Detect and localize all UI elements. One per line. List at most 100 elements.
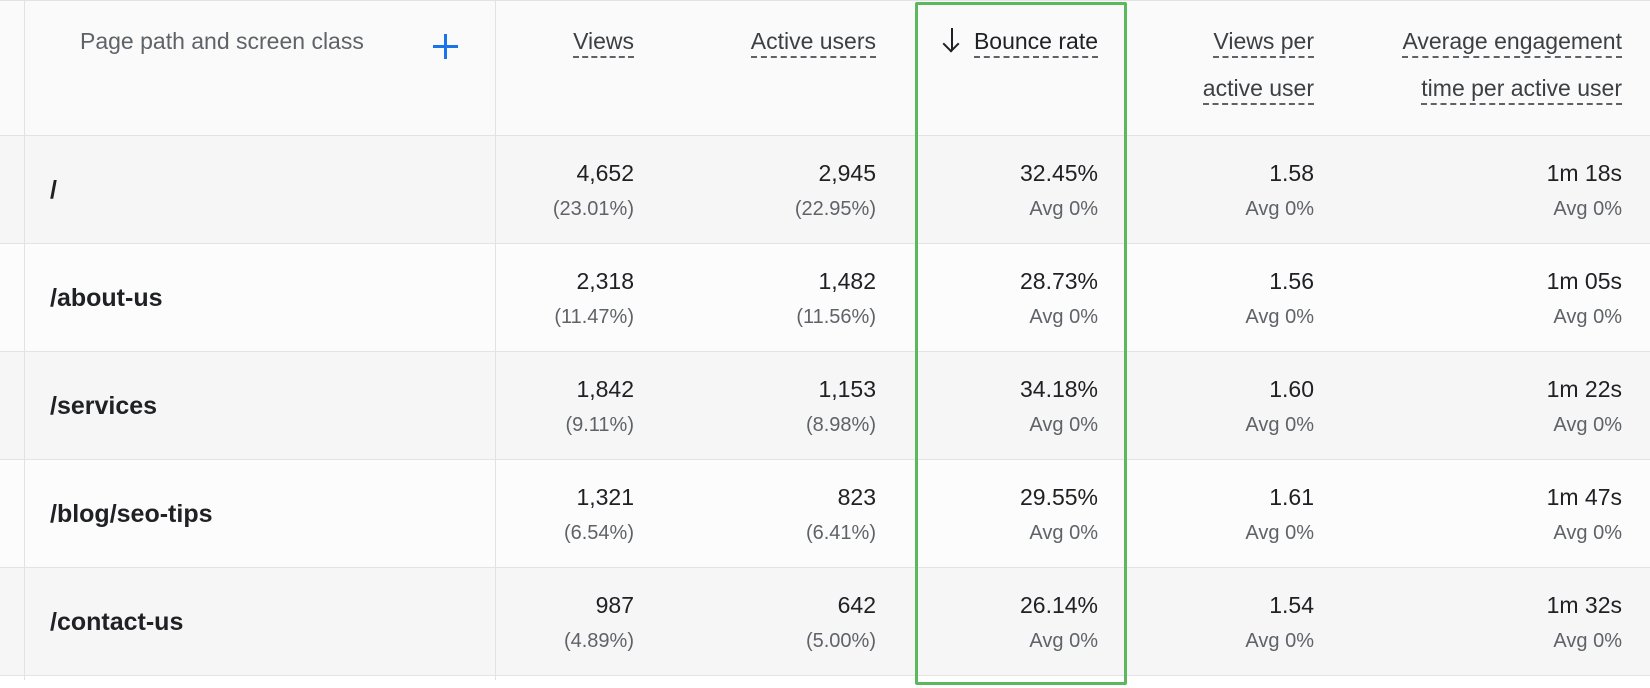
table-row[interactable]: /services 1,842 (9.11%) 1,153 (8.98%) 34… <box>0 352 1650 460</box>
active-users-value: 1,482 <box>818 268 876 294</box>
page-path-cell[interactable]: / <box>0 136 495 243</box>
page-path-cell[interactable]: /about-us <box>0 244 495 351</box>
active-users-value: 823 <box>837 484 876 510</box>
engagement-time-avg: Avg 0% <box>1553 306 1622 328</box>
column-header-avg-engagement-time[interactable]: Average engagement time per active user <box>1340 1 1622 135</box>
engagement-time-value: 1m 05s <box>1546 268 1622 294</box>
column-header-avg-engagement-line2: time per active user <box>1421 73 1622 105</box>
views-per-user-cell: 1.61 Avg 0% <box>1140 460 1314 567</box>
bounce-rate-value: 32.45% <box>1019 160 1098 186</box>
page-path-value: /blog/seo-tips <box>50 500 213 528</box>
engagement-time-cell: 1m 05s Avg 0% <box>1340 244 1622 351</box>
views-per-user-value: 1.56 <box>1269 268 1314 294</box>
bounce-rate-value: 28.73% <box>1019 268 1098 294</box>
views-per-user-avg: Avg 0% <box>1245 630 1314 652</box>
column-header-page-path[interactable]: Page path and screen class <box>80 1 440 135</box>
views-per-user-avg: Avg 0% <box>1245 414 1314 436</box>
views-cell: 987 (4.89%) <box>500 568 634 675</box>
views-cell: 1,842 (9.11%) <box>500 352 634 459</box>
views-share: (9.11%) <box>565 414 634 436</box>
engagement-time-avg: Avg 0% <box>1553 630 1622 652</box>
active-users-cell: 823 (6.41%) <box>680 460 876 567</box>
views-per-user-value: 1.60 <box>1269 376 1314 402</box>
table-row[interactable]: /about-us 2,318 (11.47%) 1,482 (11.56%) … <box>0 244 1650 352</box>
column-header-page-path-label: Page path and screen class <box>80 28 364 54</box>
views-per-user-avg: Avg 0% <box>1245 198 1314 220</box>
bounce-rate-avg: Avg 0% <box>1029 522 1098 544</box>
active-users-value: 642 <box>837 592 876 618</box>
active-users-share: (6.41%) <box>805 522 876 544</box>
active-users-cell: 642 (5.00%) <box>680 568 876 675</box>
views-value: 2,318 <box>576 268 634 294</box>
column-header-active-users-label: Active users <box>750 26 876 58</box>
engagement-time-avg: Avg 0% <box>1553 522 1622 544</box>
views-per-user-cell: 1.56 Avg 0% <box>1140 244 1314 351</box>
bounce-rate-cell: 26.14% Avg 0% <box>920 568 1098 675</box>
engagement-time-avg: Avg 0% <box>1553 198 1622 220</box>
plus-icon[interactable] <box>432 23 458 63</box>
views-share: (6.54%) <box>563 522 634 544</box>
page-path-cell[interactable]: /blog/seo-tips <box>0 460 495 567</box>
bounce-rate-value: 29.55% <box>1019 484 1098 510</box>
column-header-bounce-rate[interactable]: Bounce rate <box>920 1 1098 135</box>
views-value: 987 <box>595 592 634 618</box>
active-users-share: (11.56%) <box>796 306 876 328</box>
views-value: 1,842 <box>576 376 634 402</box>
active-users-share: (5.00%) <box>805 630 876 652</box>
views-per-user-avg: Avg 0% <box>1245 522 1314 544</box>
engagement-time-cell: 1m 47s Avg 0% <box>1340 460 1622 567</box>
views-share: (11.47%) <box>554 306 634 328</box>
views-per-user-value: 1.54 <box>1269 592 1314 618</box>
engagement-time-value: 1m 32s <box>1546 592 1622 618</box>
page-path-value: /services <box>50 392 158 420</box>
active-users-cell: 1,482 (11.56%) <box>680 244 876 351</box>
engagement-time-cell: 1m 18s Avg 0% <box>1340 136 1622 243</box>
page-path-cell[interactable]: /contact-us <box>0 568 495 675</box>
column-divider <box>495 0 496 680</box>
column-header-avg-engagement-line1: Average engagement <box>1402 26 1622 58</box>
views-share: (23.01%) <box>552 198 634 220</box>
bounce-rate-cell: 29.55% Avg 0% <box>920 460 1098 567</box>
views-value: 4,652 <box>576 160 634 186</box>
views-per-user-cell: 1.54 Avg 0% <box>1140 568 1314 675</box>
views-per-user-avg: Avg 0% <box>1245 306 1314 328</box>
table-row[interactable]: /blog/seo-tips 1,321 (6.54%) 823 (6.41%)… <box>0 460 1650 568</box>
views-share: (4.89%) <box>563 630 634 652</box>
bounce-rate-cell: 28.73% Avg 0% <box>920 244 1098 351</box>
column-header-bounce-rate-label: Bounce rate <box>973 26 1098 58</box>
engagement-time-avg: Avg 0% <box>1553 414 1622 436</box>
bounce-rate-value: 26.14% <box>1019 592 1098 618</box>
active-users-share: (8.98%) <box>805 414 876 436</box>
bounce-rate-avg: Avg 0% <box>1029 306 1098 328</box>
column-divider <box>24 0 25 680</box>
bounce-rate-value: 34.18% <box>1019 376 1098 402</box>
views-per-user-value: 1.61 <box>1269 484 1314 510</box>
bounce-rate-avg: Avg 0% <box>1029 198 1098 220</box>
views-per-user-cell: 1.60 Avg 0% <box>1140 352 1314 459</box>
engagement-time-cell: 1m 22s Avg 0% <box>1340 352 1622 459</box>
table-row[interactable]: /contact-us 987 (4.89%) 642 (5.00%) 26.1… <box>0 568 1650 676</box>
page-path-value: /contact-us <box>50 608 184 636</box>
page-path-value: /about-us <box>50 284 163 312</box>
column-header-active-users[interactable]: Active users <box>680 1 876 135</box>
views-cell: 1,321 (6.54%) <box>500 460 634 567</box>
table-header-row: Page path and screen class Views Active … <box>0 0 1650 136</box>
views-per-user-cell: 1.58 Avg 0% <box>1140 136 1314 243</box>
bounce-rate-cell: 34.18% Avg 0% <box>920 352 1098 459</box>
arrow-down-icon[interactable] <box>942 27 962 53</box>
column-header-views[interactable]: Views <box>500 1 634 135</box>
views-cell: 2,318 (11.47%) <box>500 244 634 351</box>
views-per-user-value: 1.58 <box>1269 160 1314 186</box>
active-users-share: (22.95%) <box>794 198 876 220</box>
table-row[interactable]: / 4,652 (23.01%) 2,945 (22.95%) 32.45% A… <box>0 136 1650 244</box>
bounce-rate-avg: Avg 0% <box>1029 414 1098 436</box>
page-path-cell[interactable]: /services <box>0 352 495 459</box>
engagement-time-cell: 1m 32s Avg 0% <box>1340 568 1622 675</box>
active-users-value: 2,945 <box>818 160 876 186</box>
active-users-cell: 2,945 (22.95%) <box>680 136 876 243</box>
column-header-views-per-active-user[interactable]: Views per active user <box>1140 1 1314 135</box>
bounce-rate-cell: 32.45% Avg 0% <box>920 136 1098 243</box>
active-users-value: 1,153 <box>818 376 876 402</box>
column-header-views-label: Views <box>573 26 634 58</box>
